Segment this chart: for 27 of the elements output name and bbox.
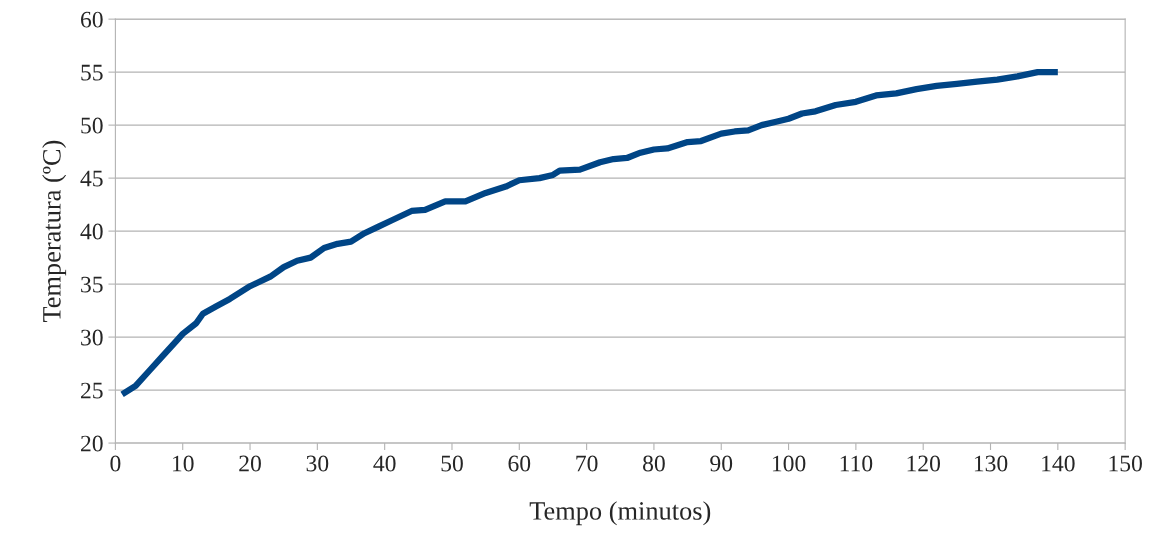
x-tick-label: 60 [508,455,531,472]
x-tick-label: 20 [239,455,261,472]
x-tick-label: 120 [907,455,941,472]
y-tick-label: 30 [81,329,103,346]
x-tick-label: 90 [710,455,733,472]
y-tick-label: 55 [81,64,103,81]
y-tick-label: 20 [81,435,103,452]
x-tick-label: 100 [772,455,806,472]
x-tick-label: 110 [840,455,873,472]
x-tick-label: 140 [1042,455,1075,472]
x-tick-label: 10 [172,455,194,472]
y-tick-label: 50 [81,117,103,134]
x-tick-label: 80 [643,455,665,472]
x-tick-label: 50 [441,455,463,472]
y-axis-title: Temperatura (ºC) [42,140,67,323]
x-tick-label: 40 [373,455,396,472]
y-tick-label: 45 [80,170,103,187]
x-tick-label: 130 [974,455,1008,472]
y-tick-label: 60 [81,11,103,28]
x-tick-label: 30 [306,455,329,472]
x-tick-label: 0 [110,455,121,472]
y-tick-label: 25 [81,382,103,399]
y-tick-label: 40 [80,223,103,240]
x-axis-title: Tempo (minutos) [529,501,711,526]
x-tick-label: 70 [576,455,598,472]
y-tick-label: 35 [81,276,103,293]
x-tick-label: 150 [1109,455,1142,472]
